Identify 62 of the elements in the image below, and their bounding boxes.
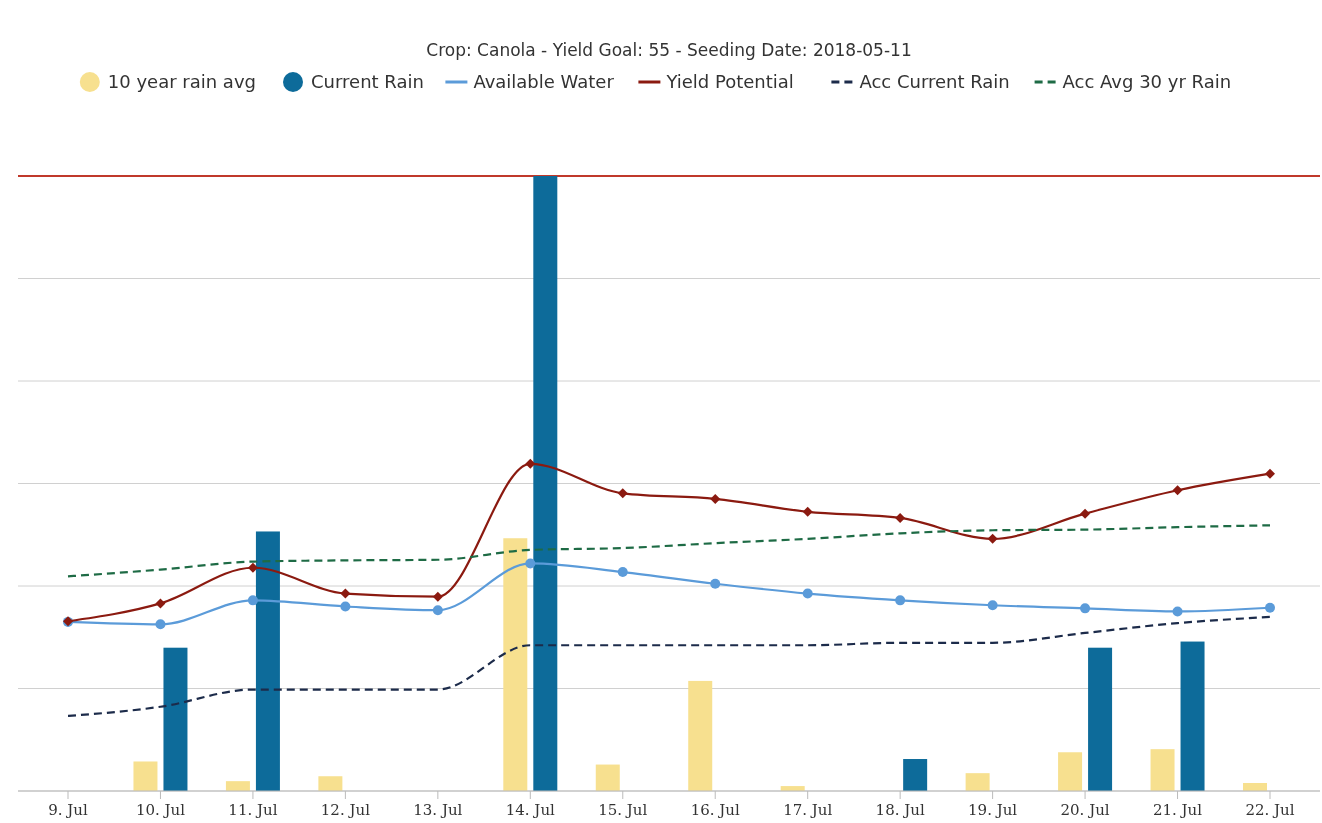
point — [525, 458, 536, 469]
point — [247, 562, 258, 573]
point — [432, 605, 443, 616]
bar — [255, 531, 280, 791]
bar — [965, 773, 990, 791]
legend-label: Acc Current Rain — [859, 71, 1010, 92]
point — [525, 558, 536, 569]
x-tick-label: 16. Jul — [690, 801, 740, 819]
x-tick-label: 19. Jul — [968, 801, 1018, 819]
point — [340, 601, 351, 612]
point — [1080, 508, 1091, 519]
x-tick-label: 14. Jul — [505, 801, 556, 819]
legend-label: Yield Potential — [665, 71, 794, 92]
x-tick-label: 9. Jul — [48, 801, 88, 819]
bar — [225, 781, 250, 791]
point — [802, 588, 813, 599]
point — [155, 598, 166, 609]
x-tick-label: 17. Jul — [783, 801, 833, 819]
bar — [1180, 641, 1205, 791]
point — [710, 578, 721, 589]
x-tick-label: 10. Jul — [135, 801, 186, 819]
point — [895, 595, 906, 606]
point — [987, 600, 998, 611]
x-tick-label: 12. Jul — [320, 801, 371, 819]
legend-label: Available Water — [473, 71, 615, 92]
point — [1172, 485, 1183, 496]
point — [895, 512, 906, 523]
bar — [318, 776, 343, 791]
legend-label: Acc Avg 30 yr Rain — [1062, 71, 1232, 92]
x-tick-label: 11. Jul — [228, 801, 278, 819]
bar — [533, 176, 558, 791]
point — [1265, 468, 1275, 479]
point — [340, 588, 351, 599]
x-tick-label: 13. Jul — [413, 801, 463, 819]
point — [155, 619, 166, 630]
point — [617, 488, 628, 499]
bar — [163, 647, 188, 791]
x-tick-label: 22. Jul — [1245, 801, 1295, 819]
bar — [1150, 749, 1175, 791]
chart-title: Crop: Canola - Yield Goal: 55 - Seeding Date: 2018-05-11 — [426, 40, 912, 60]
bar — [688, 680, 713, 791]
point — [1265, 602, 1275, 613]
x-tick-label: 18. Jul — [875, 801, 925, 819]
x-tick-label: 15. Jul — [598, 801, 648, 819]
point — [617, 567, 628, 578]
point — [247, 595, 258, 606]
point — [1172, 606, 1183, 617]
legend-label: 10 year rain avg — [107, 71, 256, 92]
x-tick-label: 21. Jul — [1152, 801, 1203, 819]
bar — [903, 759, 928, 791]
bar — [1088, 647, 1113, 791]
x-tick-label: 20. Jul — [1060, 801, 1110, 819]
point — [1080, 603, 1091, 614]
bar — [133, 761, 158, 791]
bar — [503, 538, 528, 791]
bar — [1058, 752, 1083, 791]
legend-label: Current Rain — [311, 71, 424, 92]
bar — [595, 764, 620, 791]
point — [802, 506, 813, 517]
point — [987, 533, 998, 544]
point — [710, 493, 721, 504]
point — [432, 591, 443, 602]
